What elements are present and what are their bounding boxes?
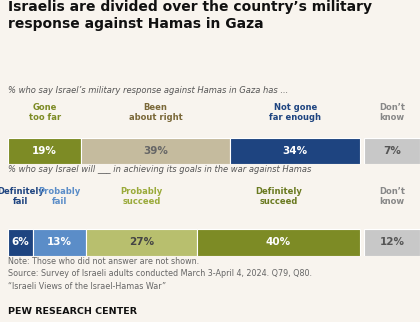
Text: % who say Israel will ___ in achieving its goals in the war against Hamas: % who say Israel will ___ in achieving i… [8, 165, 312, 174]
Text: 39%: 39% [143, 146, 168, 156]
Text: Probably
succeed: Probably succeed [120, 187, 163, 206]
Text: Israelis are divided over the country’s military
response against Hamas in Gaza: Israelis are divided over the country’s … [8, 0, 373, 31]
Bar [230, 138, 360, 164]
Text: % who say Israel’s military response against Hamas in Gaza has ...: % who say Israel’s military response aga… [8, 86, 289, 95]
Text: Probably
fail: Probably fail [38, 187, 81, 206]
Text: 40%: 40% [266, 237, 291, 247]
Bar [8, 138, 81, 164]
Text: 34%: 34% [283, 146, 308, 156]
Text: Not gone
far enough: Not gone far enough [269, 103, 321, 122]
Text: Don’t
know: Don’t know [379, 187, 405, 206]
Text: 7%: 7% [383, 146, 401, 156]
Text: 13%: 13% [47, 237, 72, 247]
Text: Gone
too far: Gone too far [29, 103, 61, 122]
Bar [33, 229, 86, 256]
Bar [365, 138, 420, 164]
Text: 19%: 19% [32, 146, 57, 156]
Text: Definitely
fail: Definitely fail [0, 187, 44, 206]
Text: 6%: 6% [12, 237, 29, 247]
Text: Definitely
succeed: Definitely succeed [255, 187, 302, 206]
Text: 12%: 12% [380, 237, 405, 247]
Bar [197, 229, 360, 256]
Text: Don’t
know: Don’t know [379, 103, 405, 122]
Bar [8, 229, 33, 256]
Text: Been
about right: Been about right [129, 103, 183, 122]
Bar [81, 138, 230, 164]
Bar [86, 229, 197, 256]
Text: PEW RESEARCH CENTER: PEW RESEARCH CENTER [8, 308, 137, 317]
Text: 27%: 27% [129, 237, 154, 247]
Bar [365, 229, 420, 256]
Text: Note: Those who did not answer are not shown.
Source: Survey of Israeli adults c: Note: Those who did not answer are not s… [8, 257, 312, 291]
